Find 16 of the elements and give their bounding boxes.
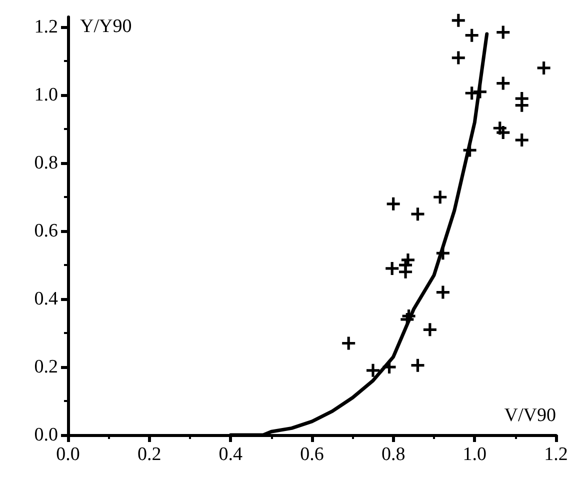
y-tick-label: 0.2 xyxy=(34,356,58,378)
x-tick-label: 0.2 xyxy=(137,444,162,465)
y-tick-label: 0.6 xyxy=(34,220,58,242)
x-tick-label: 1.2 xyxy=(544,444,568,465)
y-axis-title: Y/Y90 xyxy=(80,16,132,37)
y-tick-label: 0.0 xyxy=(34,424,58,446)
y-tick-label: 1.2 xyxy=(34,16,58,38)
y-tick-label: 1.0 xyxy=(34,84,58,106)
x-axis-title: V/V90 xyxy=(504,405,556,426)
y-tick-label: 0.8 xyxy=(34,152,58,174)
y-tick-label: 0.4 xyxy=(34,288,58,310)
x-tick-label: 0.4 xyxy=(218,444,244,465)
x-tick-label: 0.6 xyxy=(300,444,324,465)
x-tick-label: 0.0 xyxy=(56,444,80,465)
x-tick-label: 0.8 xyxy=(381,444,406,465)
x-tick-label: 1.0 xyxy=(462,444,487,465)
